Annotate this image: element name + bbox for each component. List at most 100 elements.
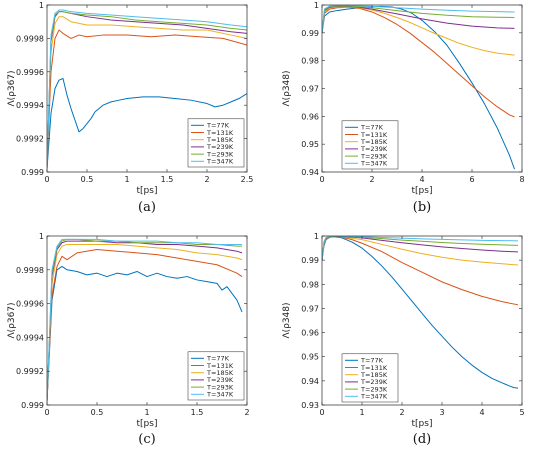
legend-entry: T=347K: [360, 160, 388, 168]
series-line-T=239K: [47, 11, 247, 169]
x-tick-label: 0.5: [81, 175, 94, 184]
series-line-T=131K: [47, 249, 243, 402]
x-tick-label: 0: [44, 175, 49, 184]
y-tick-label: 0.98: [301, 57, 319, 66]
series-group: [322, 236, 519, 389]
x-tick-label: 4: [419, 175, 424, 184]
legend-entry: T=77K: [206, 122, 230, 130]
x-tick-label: 6: [469, 175, 474, 184]
y-tick-label: 0.98: [301, 280, 319, 289]
legend-entry: T=77K: [360, 357, 384, 365]
legend-entry: T=347K: [206, 391, 234, 399]
y-tick-label: 0.99: [301, 29, 319, 38]
x-axis-label: t[ps]: [412, 186, 433, 196]
series-line-T=185K: [47, 243, 243, 402]
legend-entry: T=239K: [360, 378, 388, 386]
y-tick-label: 1: [39, 1, 44, 10]
legend-entry: T=293K: [360, 152, 388, 160]
y-tick-label: 0.96: [301, 329, 319, 338]
x-tick-label: 8: [519, 175, 524, 184]
y-tick-label: 0.99: [301, 256, 319, 265]
legend-entry: T=185K: [360, 371, 388, 379]
axes-box: [321, 235, 523, 406]
y-tick-label: 0.95: [301, 140, 319, 149]
y-axis-label: Λ(ρ348): [282, 70, 292, 106]
series-line-T=77K: [47, 265, 243, 402]
x-tick-label: 2: [204, 175, 209, 184]
x-tick-label: 1.5: [191, 408, 204, 417]
series-line-T=185K: [47, 16, 247, 169]
panel-caption: (b): [413, 200, 431, 215]
legend-box: [187, 351, 245, 401]
x-tick-label: 2: [244, 408, 249, 417]
y-tick-label: 0.93: [301, 401, 319, 410]
x-tick-label: 1.5: [161, 175, 174, 184]
legend-entry: T=293K: [360, 385, 388, 393]
chart-panel-b: 0 2 4 6 8 0.94 0.95 0.96 0.97 0.98 0.99 1 t[ps] Λ(ρ34…: [282, 1, 525, 215]
y-tick-label: 0.9994: [16, 101, 44, 110]
legend-entry: T=293K: [206, 150, 234, 158]
legend-entry: T=77K: [360, 124, 384, 132]
series-line-T=77K: [47, 77, 247, 169]
x-tick-label: 4: [479, 408, 484, 417]
legend-entry: T=185K: [360, 138, 388, 146]
x-tick-label: 2.5: [241, 175, 254, 184]
chart-panel-d: 0 1 2 3 4 5 0.93 0.94 0.95 0.96 0.97 0.98 0.99 1 t[ps]…: [282, 232, 525, 447]
y-tick-label: 0.9992: [16, 135, 44, 144]
x-tick-label: 1: [124, 175, 129, 184]
series-group: [47, 9, 247, 169]
legend-entry: T=131K: [206, 362, 234, 370]
y-tick-label: 0.9996: [16, 68, 44, 77]
legend-entry: T=185K: [206, 136, 234, 144]
x-tick-label: 1: [144, 408, 149, 417]
series-line-T=131K: [322, 6, 515, 118]
x-tick-label: 0.5: [91, 408, 104, 417]
legend-entry: T=239K: [206, 376, 234, 384]
x-tick-label: 5: [519, 408, 524, 417]
y-tick-label: 0.9998: [16, 266, 44, 275]
legend-entry: T=293K: [206, 383, 234, 391]
x-axis-label: t[ps]: [137, 186, 158, 196]
series-group: [47, 238, 243, 402]
y-axis-label: Λ(ρ348): [282, 302, 292, 338]
x-axis-label: t[ps]: [137, 419, 158, 429]
panel-caption: (c): [138, 432, 155, 447]
y-tick-label: 0.999: [21, 401, 44, 410]
y-tick-label: 0.9996: [16, 300, 44, 309]
y-tick-label: 0.999: [21, 168, 44, 177]
x-tick-label: 2: [369, 175, 374, 184]
y-tick-label: 0.97: [301, 85, 319, 94]
series-line-T=185K: [322, 6, 515, 56]
x-tick-label: 0: [319, 408, 324, 417]
series-line-T=347K: [47, 238, 242, 402]
x-tick-label: 0: [319, 175, 324, 184]
x-tick-label: 3: [439, 408, 444, 417]
legend-entry: T=347K: [360, 393, 388, 401]
y-tick-label: 0.95: [301, 353, 319, 362]
series-line-T=347K: [47, 9, 247, 169]
legend-entry: T=239K: [206, 143, 234, 151]
legend-entry: T=239K: [360, 145, 388, 153]
y-tick-label: 0.94: [301, 377, 319, 386]
y-tick-label: 1: [39, 232, 44, 241]
legend-box: [341, 120, 399, 170]
y-tick-label: 0.9994: [16, 333, 44, 342]
chart-panel-a: 0 0.5 1 1.5 2 2.5 0.999 0.9992 0.9994 0.9996 0.999…: [7, 1, 253, 215]
panel-caption: (a): [138, 200, 156, 215]
y-axis-label: Λ(ρ367): [7, 70, 17, 106]
y-tick-label: 0.96: [301, 112, 319, 121]
x-tick-label: 1: [359, 408, 364, 417]
panel-caption: (d): [413, 432, 431, 447]
y-tick-label: 0.97: [301, 304, 319, 313]
x-axis-label: t[ps]: [412, 419, 433, 429]
series-line-T=131K: [47, 29, 247, 169]
y-tick-label: 0.9998: [16, 34, 44, 43]
y-tick-label: 0.9992: [16, 367, 44, 376]
legend-entry: T=185K: [206, 369, 234, 377]
y-axis-label: Λ(ρ367): [7, 302, 17, 338]
